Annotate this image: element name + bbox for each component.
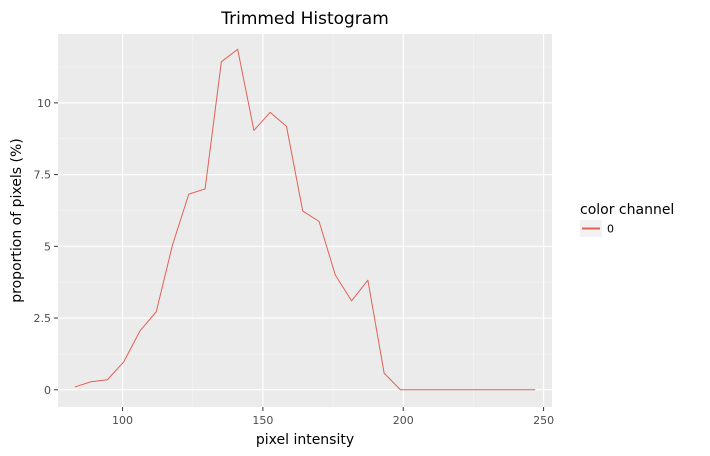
chart-title: Trimmed Histogram (220, 9, 389, 29)
x-tick-label: 200 (393, 414, 414, 427)
y-tick-label: 2.5 (34, 312, 52, 325)
y-tick-label: 7.5 (34, 169, 52, 182)
x-tick-label: 250 (533, 414, 554, 427)
x-axis-ticks: 100 150 200 250 (112, 407, 554, 427)
y-axis-label: proportion of pixels (%) (9, 138, 25, 302)
legend-entries: 0 (580, 220, 614, 237)
major-gridlines (58, 34, 552, 407)
y-axis-ticks: 0 2.5 5 7.5 10 (34, 97, 58, 397)
legend-title: color channel (580, 202, 674, 218)
y-tick-label: 5 (44, 240, 51, 253)
y-tick-label: 0 (44, 384, 51, 397)
legend-entry-label: 0 (607, 223, 614, 236)
legend: color channel 0 (580, 202, 674, 237)
y-tick-label: 10 (37, 97, 51, 110)
series-layer (74, 48, 536, 391)
plot-panel (58, 34, 552, 407)
x-tick-label: 150 (252, 414, 273, 427)
x-tick-label: 100 (112, 414, 133, 427)
x-axis-label: pixel intensity (256, 432, 354, 448)
series-line-0 (74, 48, 536, 391)
minor-gridlines (58, 34, 552, 407)
